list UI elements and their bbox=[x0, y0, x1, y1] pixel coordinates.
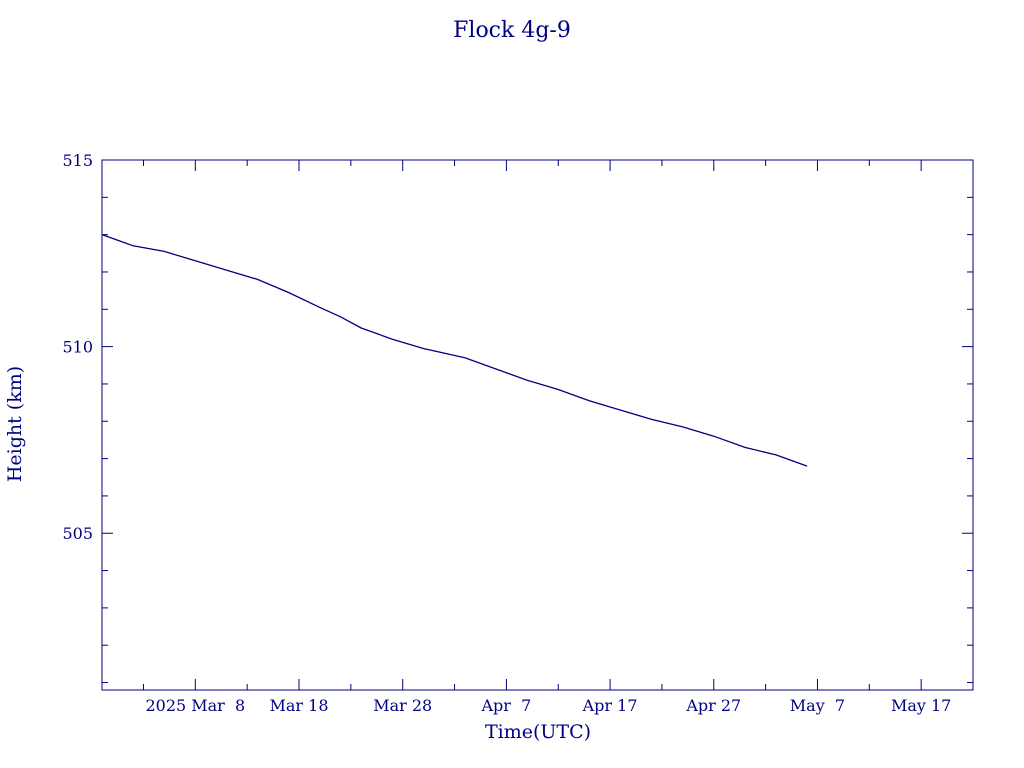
y-tick-label: 515 bbox=[62, 151, 93, 170]
series-line bbox=[101, 233, 808, 467]
y-tick-labels: 505 510 515 bbox=[62, 151, 93, 543]
x-tick-label: Apr 27 bbox=[685, 696, 741, 715]
x-tick-label: May 7 bbox=[790, 696, 845, 715]
y-tick-label: 510 bbox=[62, 338, 93, 357]
x-tick-label: Apr 17 bbox=[582, 696, 638, 715]
x-tick-label: Mar 18 bbox=[270, 696, 329, 715]
x-tick-label: 2025 Mar 8 bbox=[145, 696, 245, 715]
plot-frame bbox=[101, 159, 974, 691]
axis-ticks bbox=[102, 159, 974, 690]
chart-title: Flock 4g-9 bbox=[453, 18, 571, 43]
x-tick-labels: 2025 Mar 8 Mar 18 Mar 28 Apr 7 Apr 17 Apr 27 M… bbox=[145, 696, 951, 715]
x-tick-label: May 17 bbox=[891, 696, 951, 715]
x-axis-label: Time(UTC) bbox=[485, 721, 591, 743]
plot-series bbox=[101, 233, 808, 467]
x-tick-label: Mar 28 bbox=[373, 696, 432, 715]
y-tick-label: 505 bbox=[62, 524, 93, 543]
y-axis-label: Height (km) bbox=[4, 366, 26, 482]
x-tick-label: Apr 7 bbox=[480, 696, 531, 715]
